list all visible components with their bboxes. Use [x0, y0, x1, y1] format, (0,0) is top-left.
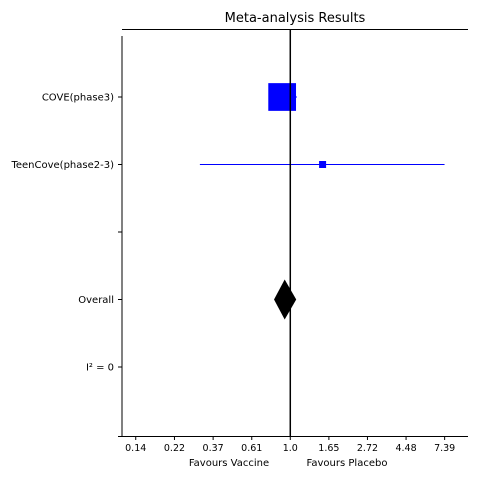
- x-tick-label: 4.48: [395, 443, 416, 454]
- x-tick-label: 0.61: [241, 443, 262, 454]
- row-label: TeenCove(phase2-3): [10, 160, 114, 171]
- x-tick-label: 2.72: [357, 443, 378, 454]
- x-axis-label-left: Favours Vaccine: [189, 458, 269, 469]
- x-tick-label: 0.14: [125, 443, 146, 454]
- x-axis-label-right: Favours Placebo: [307, 458, 388, 469]
- row-label: I² = 0: [86, 363, 114, 374]
- x-tick-label: 0.37: [203, 443, 224, 454]
- x-tick-label: 0.22: [164, 443, 185, 454]
- row-label: Overall: [78, 295, 114, 306]
- effect-size-box: [268, 83, 297, 111]
- overall-diamond: [274, 279, 297, 320]
- effect-size-box: [319, 161, 327, 168]
- row-label: COVE(phase3): [42, 93, 114, 104]
- x-tick-label: 1.65: [318, 443, 339, 454]
- x-tick-label: 7.39: [434, 443, 455, 454]
- chart-title: Meta-analysis Results: [225, 11, 366, 26]
- x-tick-label: 1.0: [283, 443, 298, 454]
